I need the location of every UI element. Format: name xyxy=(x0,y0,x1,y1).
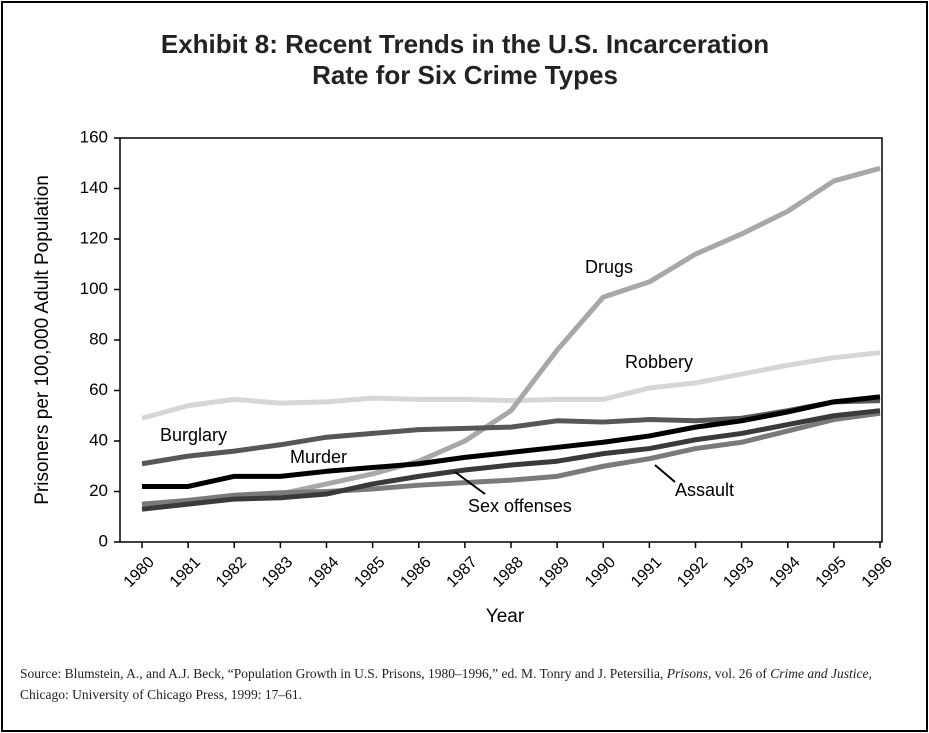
leader-line xyxy=(654,464,676,483)
x-tick-label: 1981 xyxy=(167,554,204,591)
y-tick-label: 60 xyxy=(89,380,108,399)
x-tick-label: 1985 xyxy=(351,554,388,591)
x-tick-label: 1995 xyxy=(812,554,849,591)
source-text: Chicago: University of Chicago Press, 19… xyxy=(20,687,302,702)
series-line xyxy=(141,410,881,507)
leader-line xyxy=(454,471,486,495)
y-tick-label: 100 xyxy=(80,279,108,298)
x-tick-label: 1990 xyxy=(582,554,619,591)
y-tick-label: 160 xyxy=(80,127,108,146)
y-tick-label: 80 xyxy=(89,329,108,348)
x-tick-label: 1984 xyxy=(305,554,342,591)
chart-title: Rate for Six Crime Types xyxy=(312,60,618,90)
source-text: Prisons, xyxy=(666,666,712,681)
x-tick-label: 1991 xyxy=(628,554,665,591)
series-label: Sex offenses xyxy=(468,496,572,516)
x-tick-label: 1992 xyxy=(674,554,711,591)
series-label: Burglary xyxy=(160,425,227,445)
y-tick-label: 0 xyxy=(99,531,108,550)
series-line xyxy=(141,350,881,421)
x-tick-label: 1987 xyxy=(443,554,480,591)
y-axis-label: Prisoners per 100,000 Adult Population xyxy=(32,175,53,505)
x-axis-label: Year xyxy=(486,606,525,627)
source-text: vol. 26 of xyxy=(711,666,771,681)
series-line xyxy=(142,394,881,489)
source-note: Source: Blumstein, A., and A.J. Beck, “P… xyxy=(20,663,910,705)
series-label: Robbery xyxy=(625,352,693,372)
source-text: Source: Blumstein, A., and A.J. Beck, “P… xyxy=(20,666,667,681)
series-label: Assault xyxy=(675,480,734,500)
series-label: Drugs xyxy=(585,257,633,277)
series-label: Murder xyxy=(290,447,347,467)
series-line xyxy=(141,408,881,512)
x-tick-label: 1996 xyxy=(859,554,896,591)
x-tick-label: 1993 xyxy=(720,554,757,591)
source-text: Crime and Justice, xyxy=(770,666,872,681)
x-tick-label: 1986 xyxy=(397,554,434,591)
y-tick-label: 40 xyxy=(89,430,108,449)
x-tick-label: 1989 xyxy=(536,554,573,591)
x-tick-label: 1980 xyxy=(121,554,158,591)
chart-title: Exhibit 8: Recent Trends in the U.S. Inc… xyxy=(161,29,769,59)
y-tick-label: 140 xyxy=(80,178,108,197)
x-tick-label: 1983 xyxy=(259,554,296,591)
y-tick-label: 120 xyxy=(80,228,108,247)
x-tick-label: 1988 xyxy=(490,554,527,591)
y-tick-label: 20 xyxy=(89,481,108,500)
x-tick-label: 1982 xyxy=(213,554,250,591)
x-tick-label: 1994 xyxy=(766,554,803,591)
